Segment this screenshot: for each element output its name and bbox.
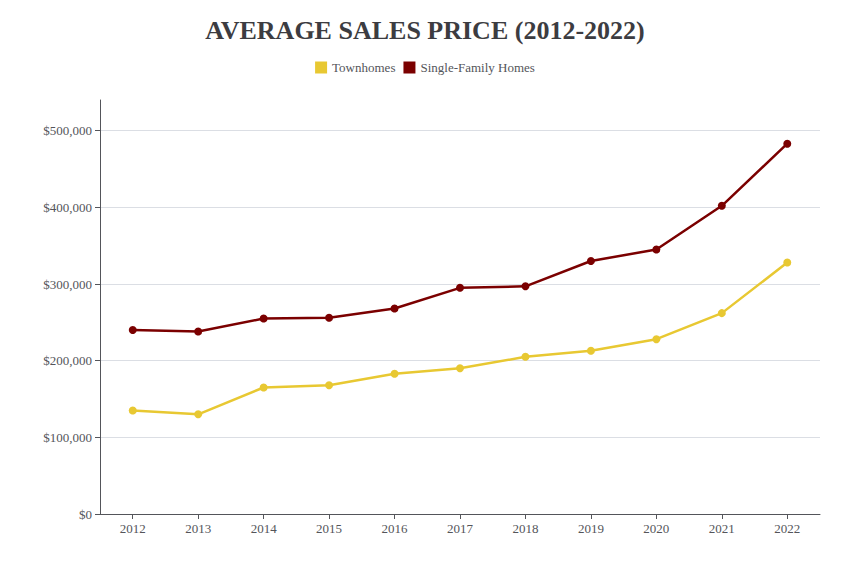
svg-text:Townhomes: Townhomes [332, 60, 395, 75]
svg-text:$100,000: $100,000 [43, 430, 92, 445]
svg-text:2013: 2013 [185, 521, 211, 536]
svg-text:$300,000: $300,000 [43, 277, 92, 292]
svg-text:2020: 2020 [643, 521, 669, 536]
svg-text:Single-Family Homes: Single-Family Homes [420, 60, 534, 75]
svg-text:2021: 2021 [709, 521, 735, 536]
svg-text:$0: $0 [79, 507, 92, 522]
svg-text:2017: 2017 [447, 521, 474, 536]
svg-text:2012: 2012 [120, 521, 146, 536]
svg-text:2014: 2014 [251, 521, 278, 536]
svg-text:AVERAGE SALES PRICE (2012-2022: AVERAGE SALES PRICE (2012-2022) [205, 16, 644, 45]
svg-text:$400,000: $400,000 [43, 200, 92, 215]
svg-text:2018: 2018 [512, 521, 538, 536]
svg-text:2019: 2019 [578, 521, 604, 536]
svg-text:$200,000: $200,000 [43, 353, 92, 368]
svg-text:2022: 2022 [774, 521, 800, 536]
svg-text:2015: 2015 [316, 521, 342, 536]
svg-text:$500,000: $500,000 [43, 123, 92, 138]
svg-text:2016: 2016 [382, 521, 409, 536]
